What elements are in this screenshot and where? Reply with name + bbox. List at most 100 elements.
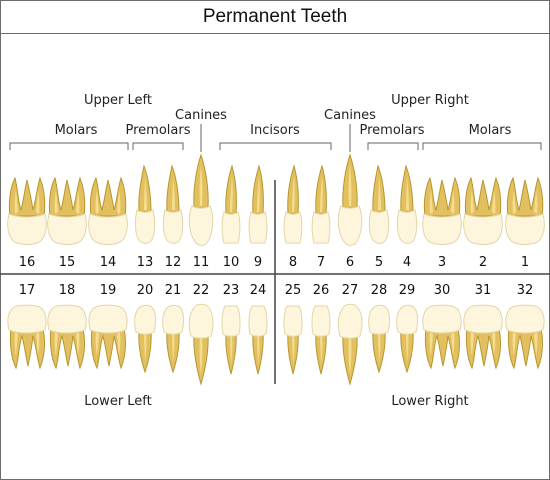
- tooth-4-canal-1: [406, 176, 409, 210]
- tooth-18-crown-3: [47, 304, 87, 334]
- tooth-30: 30: [422, 283, 462, 370]
- tooth-number-24: 24: [250, 283, 267, 298]
- tooth-28-crown-2: [368, 304, 391, 335]
- tooth-23-canal-1: [230, 334, 233, 364]
- tooth-21-canal-1: [172, 332, 175, 362]
- label-canines-left: Canines: [175, 108, 227, 123]
- tooth-2-canal-2: [492, 190, 496, 214]
- tooth-12: 12: [162, 164, 184, 270]
- label-molars-right: Molars: [469, 123, 512, 138]
- tooth-24-crown-2: [248, 305, 268, 337]
- tooth-number-14: 14: [100, 255, 117, 270]
- tooth-number-30: 30: [434, 283, 451, 298]
- tooth-number-1: 1: [521, 255, 529, 270]
- tooth-16-crown-3: [7, 213, 47, 245]
- tooth-20-crown-2: [134, 304, 157, 335]
- tooth-15: 15: [47, 176, 87, 270]
- tooth-28-canal-1: [378, 332, 381, 362]
- tooth-25: 25: [283, 283, 303, 375]
- tooth-8-crown-2: [283, 211, 303, 244]
- tooth-29-canal-1: [406, 332, 409, 362]
- tooth-13: 13: [134, 164, 156, 270]
- tooth-20: 20: [134, 283, 157, 374]
- tooth-number-3: 3: [438, 255, 446, 270]
- tooth-22: 22: [188, 283, 214, 386]
- tooth-21-crown-2: [162, 304, 185, 335]
- tooth-30-crown-3: [422, 304, 462, 334]
- tooth-3-crown-3: [422, 213, 462, 245]
- tooth-2-root-0: [464, 176, 502, 217]
- tooth-1-canal-1: [512, 190, 516, 214]
- label-incisors: Incisors: [250, 123, 300, 138]
- tooth-14: 14: [88, 176, 128, 270]
- tooth-22-canal-1: [199, 336, 203, 374]
- tooth-number-26: 26: [313, 283, 330, 298]
- tooth-19-canal-2: [117, 332, 121, 356]
- tooth-18-canal-1: [54, 332, 58, 356]
- tooth-number-4: 4: [403, 255, 411, 270]
- tooth-18-root-0: [49, 327, 85, 370]
- tooth-1-root-0: [506, 176, 544, 217]
- tooth-15-root-0: [48, 176, 86, 217]
- tooth-23-crown-2: [221, 305, 241, 337]
- tooth-14-crown-3: [88, 213, 128, 245]
- tooth-27-crown-2: [337, 303, 363, 339]
- tooth-number-16: 16: [19, 255, 36, 270]
- tooth-14-root-0: [89, 176, 127, 217]
- tooth-10: 10: [221, 164, 241, 270]
- tooth-number-18: 18: [59, 283, 76, 298]
- tooth-30-root-0: [424, 327, 460, 370]
- tooth-number-13: 13: [137, 255, 154, 270]
- tooth-15-crown-3: [47, 213, 87, 245]
- label-lower-right: Lower Right: [391, 394, 468, 409]
- label-lower-left: Lower Left: [84, 394, 152, 409]
- tooth-26-crown-2: [311, 305, 331, 337]
- tooth-number-19: 19: [100, 283, 117, 298]
- tooth-number-9: 9: [254, 255, 262, 270]
- tooth-31-canal-2: [492, 332, 496, 356]
- tooth-30-canal-1: [429, 332, 433, 356]
- tooth-19-root-0: [90, 327, 126, 370]
- label-upper-right: Upper Right: [391, 93, 469, 108]
- upper-teeth: 16 15 14 13 12 11 10 9 8 7 6 5 4 3 2 1: [7, 153, 545, 270]
- tooth-28: 28: [368, 283, 391, 374]
- tooth-17: 17: [7, 283, 47, 370]
- tooth-number-28: 28: [371, 283, 388, 298]
- tooth-25-canal-1: [292, 334, 295, 364]
- tooth-16: 16: [7, 176, 47, 270]
- tooth-20-canal-1: [144, 332, 147, 362]
- label-canines-right: Canines: [324, 108, 376, 123]
- label-premolars-right: Premolars: [360, 123, 425, 138]
- tooth-26: 26: [311, 283, 331, 375]
- tooth-11-crown-2: [188, 205, 214, 246]
- tooth-number-8: 8: [289, 255, 297, 270]
- tooth-6-crown-2: [337, 205, 363, 246]
- tooth-number-20: 20: [137, 283, 154, 298]
- tooth-31-canal-1: [470, 332, 474, 356]
- tooth-16-root-0: [8, 176, 46, 217]
- tooth-9-crown-2: [248, 211, 268, 244]
- tooth-1-canal-2: [534, 190, 538, 214]
- tooth-31: 31: [463, 283, 503, 370]
- tooth-17-canal-1: [14, 332, 18, 356]
- tooth-16-canal-2: [36, 190, 40, 214]
- tooth-3-canal-1: [429, 190, 433, 214]
- tooth-23: 23: [221, 283, 241, 375]
- tooth-15-canal-2: [76, 190, 80, 214]
- tooth-12-canal-1: [172, 176, 175, 210]
- label-upper-left: Upper Left: [84, 93, 152, 108]
- tooth-2-crown-3: [463, 213, 503, 245]
- tooth-14-canal-2: [117, 190, 121, 214]
- tooth-3-canal-2: [451, 190, 455, 214]
- tooth-3: 3: [422, 176, 462, 270]
- tooth-13-crown-2: [134, 209, 156, 244]
- tooth-27: 27: [337, 283, 363, 386]
- tooth-number-7: 7: [317, 255, 325, 270]
- bracket-molars-right: [422, 142, 542, 150]
- tooth-number-12: 12: [165, 255, 182, 270]
- tooth-15-canal-1: [54, 190, 58, 214]
- bracket-premolars-left: [132, 142, 184, 150]
- tooth-19: 19: [88, 283, 128, 370]
- tooth-7-crown-2: [311, 211, 331, 244]
